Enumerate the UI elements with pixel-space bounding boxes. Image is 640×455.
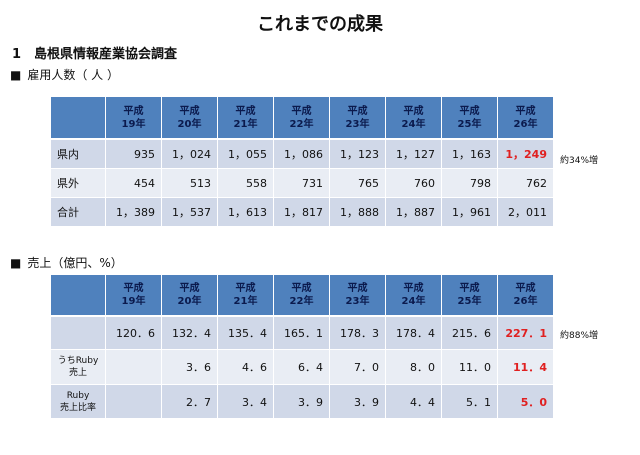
table-cell-highlight: 11．4 [498, 350, 554, 385]
year-header: 平成 21年 [218, 275, 274, 317]
table-cell: 760 [386, 169, 442, 198]
table-cell: 3．4 [218, 385, 274, 419]
table-cell: 1，817 [274, 198, 330, 227]
table-cell: 1，887 [386, 198, 442, 227]
year-header: 平成 19年 [106, 275, 162, 317]
table-cell: 120．6 [106, 317, 162, 350]
table-cell: 8．0 [386, 350, 442, 385]
table-cell: 765 [330, 169, 386, 198]
page-title: これまでの成果 [257, 14, 383, 35]
table-cell: 215．6 [442, 317, 498, 350]
table-cell: 11．0 [442, 350, 498, 385]
table-cell: 6．4 [274, 350, 330, 385]
table-cell: 4．6 [218, 350, 274, 385]
table-cell: 178．4 [386, 317, 442, 350]
table-cell: 513 [162, 169, 218, 198]
year-header: 平成 24年 [386, 97, 442, 140]
table-cell: 2．7 [162, 385, 218, 419]
table-cell-highlight: 227．1 [498, 317, 554, 350]
table-cell: 1，888 [330, 198, 386, 227]
employment-table: 平成 19年 平成 20年 平成 21年 平成 22年 平成 23年 平成 24年 平成 25… [51, 97, 554, 227]
table-cell: 1，055 [218, 140, 274, 169]
row-label [51, 317, 106, 350]
table-cell: 5．1 [442, 385, 498, 419]
header-corner-cell [51, 275, 106, 317]
sales-increase-note: 約88%増 [560, 331, 599, 341]
table-row: 県外 454 513 558 731 765 760 798 762 [51, 169, 554, 198]
year-header: 平成 21年 [218, 97, 274, 140]
table-cell: 165．1 [274, 317, 330, 350]
table-row: Ruby 売上比率 2．7 3．4 3．9 3．9 4．4 5．1 5．0 [51, 385, 554, 419]
table-cell: 1，961 [442, 198, 498, 227]
row-label: Ruby 売上比率 [51, 385, 106, 419]
sales-label: 売上（億円、%） [27, 256, 123, 270]
table-cell: 1，127 [386, 140, 442, 169]
table-row: うちRuby 売上 3．6 4．6 6．4 7．0 8．0 11．0 11．4 [51, 350, 554, 385]
table-row: 県内 935 1，024 1，055 1，086 1，123 1，127 1，1… [51, 140, 554, 169]
employment-section-label: ■ 雇用人数（ 人 ） [10, 66, 119, 83]
table-cell: 1，613 [218, 198, 274, 227]
employment-increase-note: 約34%増 [560, 156, 599, 166]
table-cell [106, 350, 162, 385]
table-cell: 1，024 [162, 140, 218, 169]
table-cell: 454 [106, 169, 162, 198]
table-cell: 1，123 [330, 140, 386, 169]
table-cell: 1，389 [106, 198, 162, 227]
square-bullet-icon: ■ [10, 68, 22, 82]
sales-section-label: ■ 売上（億円、%） [10, 254, 123, 271]
table-cell-highlight: 1，249 [498, 140, 554, 169]
sales-table: 平成 19年 平成 20年 平成 21年 平成 22年 平成 23年 平成 24年 平成 25… [51, 275, 554, 419]
row-label: 県外 [51, 169, 106, 198]
table-cell: 1，086 [274, 140, 330, 169]
year-header: 平成 26年 [498, 275, 554, 317]
table-cell: 132．4 [162, 317, 218, 350]
employment-header-row: 平成 19年 平成 20年 平成 21年 平成 22年 平成 23年 平成 24年 平成 25… [51, 97, 554, 140]
sales-header-row: 平成 19年 平成 20年 平成 21年 平成 22年 平成 23年 平成 24年 平成 25… [51, 275, 554, 317]
survey-subtitle: 1 島根県情報産業協会調査 [12, 47, 178, 62]
year-header: 平成 24年 [386, 275, 442, 317]
year-header: 平成 25年 [442, 97, 498, 140]
table-cell: 558 [218, 169, 274, 198]
table-cell: 1，537 [162, 198, 218, 227]
table-cell: 3．6 [162, 350, 218, 385]
year-header: 平成 22年 [274, 275, 330, 317]
table-cell: 3．9 [330, 385, 386, 419]
table-cell: 762 [498, 169, 554, 198]
year-header: 平成 25年 [442, 275, 498, 317]
employment-label: 雇用人数（ 人 ） [27, 68, 119, 82]
square-bullet-icon: ■ [10, 256, 22, 270]
table-cell: 935 [106, 140, 162, 169]
year-header: 平成 20年 [162, 97, 218, 140]
table-row: 合計 1，389 1，537 1，613 1，817 1，888 1，887 1… [51, 198, 554, 227]
row-label: うちRuby 売上 [51, 350, 106, 385]
year-header: 平成 23年 [330, 275, 386, 317]
year-header: 平成 22年 [274, 97, 330, 140]
row-label: 県内 [51, 140, 106, 169]
table-cell: 731 [274, 169, 330, 198]
table-cell: 1，163 [442, 140, 498, 169]
year-header: 平成 26年 [498, 97, 554, 140]
year-header: 平成 19年 [106, 97, 162, 140]
table-cell: 135．4 [218, 317, 274, 350]
table-cell-highlight: 5．0 [498, 385, 554, 419]
table-cell [106, 385, 162, 419]
table-cell: 798 [442, 169, 498, 198]
year-header: 平成 23年 [330, 97, 386, 140]
year-header: 平成 20年 [162, 275, 218, 317]
table-cell: 3．9 [274, 385, 330, 419]
table-row: 120．6 132．4 135．4 165．1 178．3 178．4 215．… [51, 317, 554, 350]
table-cell: 178．3 [330, 317, 386, 350]
table-cell: 4．4 [386, 385, 442, 419]
row-label: 合計 [51, 198, 106, 227]
header-corner-cell [51, 97, 106, 140]
table-cell: 7．0 [330, 350, 386, 385]
table-cell: 2，011 [498, 198, 554, 227]
